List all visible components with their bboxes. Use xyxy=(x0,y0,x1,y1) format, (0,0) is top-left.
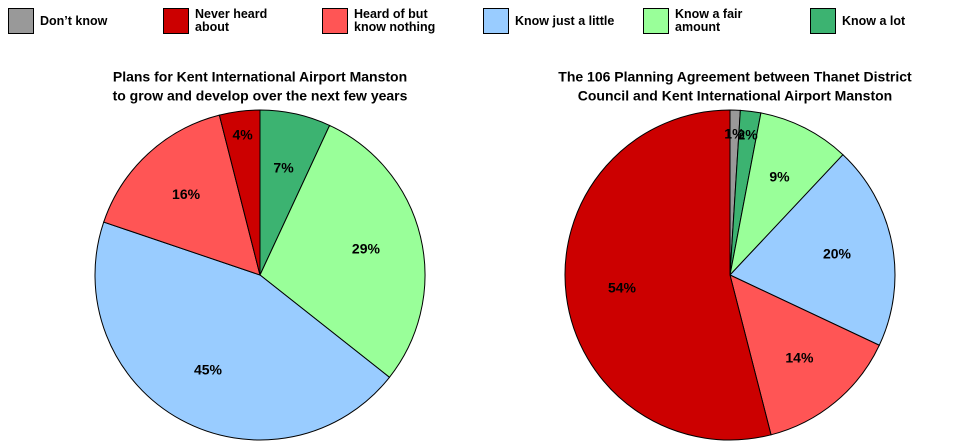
legend-swatch xyxy=(322,8,348,34)
pie-slice xyxy=(564,109,772,441)
legend-item: Never heard about xyxy=(163,8,300,34)
data-label: 45% xyxy=(194,361,223,377)
data-label: 4% xyxy=(232,127,253,143)
legend-swatch xyxy=(483,8,509,34)
pie-slice xyxy=(103,114,261,276)
pie-slice xyxy=(259,124,426,379)
data-label: 16% xyxy=(172,186,201,202)
legend-swatch xyxy=(163,8,189,34)
pie-slice xyxy=(218,109,261,276)
data-label: 1% xyxy=(724,126,745,142)
pie-slice xyxy=(729,112,844,277)
legend-label: Know a lot xyxy=(842,13,906,28)
legend-item: Know a lot xyxy=(810,8,947,34)
data-label: 7% xyxy=(273,159,294,175)
legend-swatch xyxy=(643,8,669,34)
legend-item: Know just a little xyxy=(483,8,620,34)
legend-label: Don’t know xyxy=(40,13,108,28)
pie-slice xyxy=(729,154,896,346)
data-label: 2% xyxy=(737,127,758,143)
pie-slice xyxy=(729,274,880,436)
data-label: 9% xyxy=(769,169,790,185)
chart-title: Plans for Kent International Airport Man… xyxy=(113,69,407,85)
legend-swatch xyxy=(810,8,836,34)
data-label: 29% xyxy=(352,241,381,257)
legend-swatch xyxy=(8,8,34,34)
chart-title: Council and Kent International Airport M… xyxy=(578,88,892,104)
legend-label: Heard of but know nothing xyxy=(354,7,436,34)
legend-item: Know a fair amount xyxy=(643,8,780,34)
legend-item: Heard of but know nothing xyxy=(322,8,459,34)
legend-label: Know a fair amount xyxy=(675,7,743,34)
pie-slice xyxy=(94,221,391,441)
data-label: 54% xyxy=(608,279,637,295)
legend-label: Know just a little xyxy=(515,13,615,28)
data-label: 20% xyxy=(823,245,852,261)
legend-label: Never heard about xyxy=(195,7,268,34)
chart-title: to grow and develop over the next few ye… xyxy=(113,88,408,104)
chart-title: The 106 Planning Agreement between Thane… xyxy=(558,69,912,85)
legend-item: Don’t know xyxy=(8,8,145,34)
data-label: 14% xyxy=(785,350,814,366)
